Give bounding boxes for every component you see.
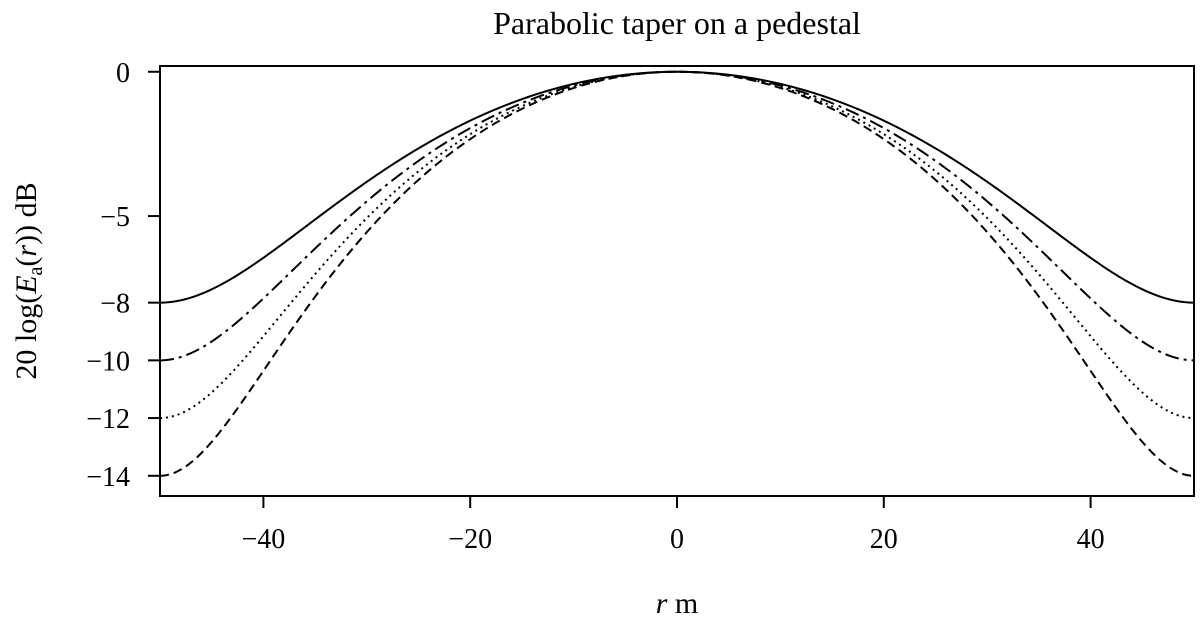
x-axis: −40 −20 0 20 40	[242, 496, 1105, 555]
series-line-4	[159, 70, 1195, 477]
y-tick-label: −12	[86, 404, 130, 435]
x-tick-label: −40	[242, 524, 286, 555]
series-line-2	[159, 70, 1195, 362]
series-line-1	[159, 70, 1195, 304]
x-tick-label: 0	[670, 524, 684, 555]
plot-frame	[159, 65, 1195, 497]
x-axis-label: r m	[656, 587, 699, 619]
chart-title: Parabolic taper on a pedestal	[493, 5, 861, 41]
x-tick-label: −20	[448, 524, 492, 555]
y-tick-label: −5	[100, 202, 130, 233]
x-tick-label: 40	[1077, 524, 1105, 555]
y-tick-label: 0	[116, 58, 130, 89]
x-tick-label: 20	[870, 524, 898, 555]
y-axis-label: 20 log(Ea(r)) dB	[10, 182, 47, 379]
y-tick-label: −10	[86, 346, 130, 377]
series-line-3	[159, 70, 1195, 420]
y-tick-label: −8	[100, 289, 130, 320]
y-tick-label: −14	[86, 462, 130, 493]
series-layer	[159, 70, 1195, 477]
y-axis: 0 −5 −8 −10 −12 −14	[86, 58, 160, 493]
